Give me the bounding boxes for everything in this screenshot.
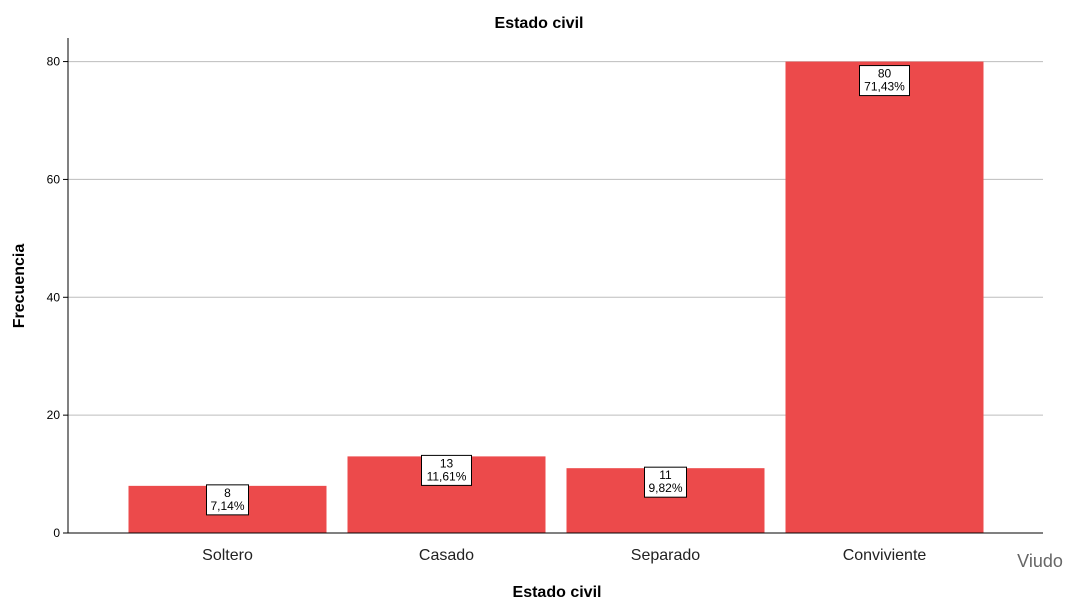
x-tick-label-conviviente: Conviviente	[843, 547, 927, 564]
data-label-percent-soltero: 7,14%	[210, 499, 244, 513]
x-tick-label-casado: Casado	[419, 547, 474, 564]
data-label-count-conviviente: 80	[878, 67, 892, 81]
y-tick-label: 0	[53, 526, 60, 540]
y-axis-title: Frecuencia	[11, 244, 28, 329]
x-tick-label-separado: Separado	[631, 547, 700, 564]
chart-title: Estado civil	[495, 15, 584, 32]
data-label-box-casado	[421, 454, 472, 486]
data-label-percent-separado: 9,82%	[648, 481, 682, 495]
tick-labels: 0 20 40 60 80 Soltero Casado Separado Convivient…	[47, 55, 1063, 571]
axes	[63, 38, 1043, 534]
data-label-count-separado: 11	[659, 468, 672, 482]
data-label-percent-casado: 11,61%	[427, 469, 467, 483]
data-label-box-soltero	[206, 484, 249, 516]
x-tick-label-viudo: Viudo	[1017, 551, 1063, 571]
y-tick-label: 20	[47, 408, 61, 422]
y-tick-label: 60	[47, 172, 61, 186]
bar-conviviente	[785, 61, 984, 533]
data-label-box-conviviente	[859, 65, 910, 97]
data-label-count-soltero: 8	[224, 486, 231, 500]
data-label-percent-conviviente: 71,43%	[864, 80, 905, 94]
x-axis-title: Estado civil	[513, 584, 602, 601]
x-tick-label-soltero: Soltero	[202, 547, 253, 564]
data-label-box-separado	[644, 466, 687, 498]
y-tick-label: 40	[47, 290, 61, 304]
data-label-count-casado: 13	[440, 456, 454, 470]
y-tick-label: 80	[47, 55, 61, 69]
